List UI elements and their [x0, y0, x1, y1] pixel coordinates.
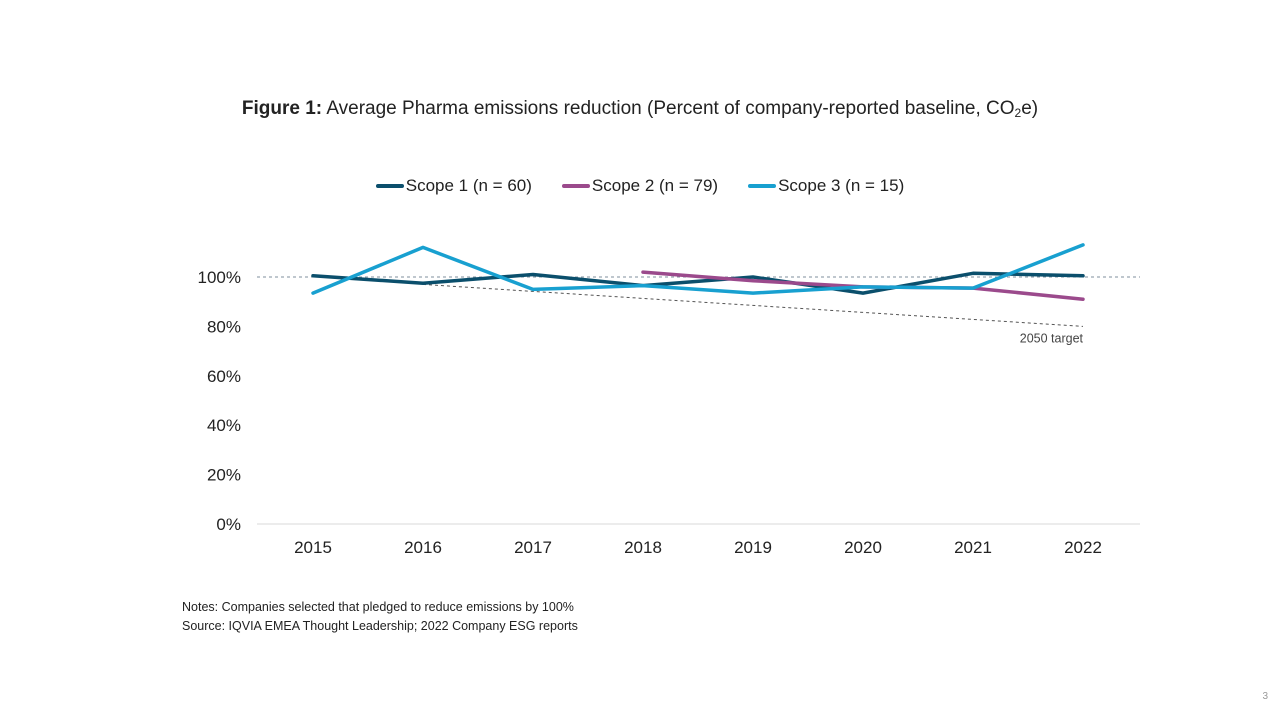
legend-label-scope3: Scope 3 (n = 15): [778, 176, 905, 195]
series-line-scope3: [311, 243, 1085, 295]
x-tick-label: 2022: [1064, 538, 1102, 557]
x-tick-label: 2018: [624, 538, 662, 557]
legend-swatch-scope1: [375, 184, 404, 188]
chart-title: Figure 1: Average Pharma emissions reduc…: [0, 98, 1280, 120]
y-tick-label: 40%: [207, 416, 241, 435]
legend-swatch-scope3: [748, 184, 777, 188]
target-line: [422, 283, 1084, 327]
chart-notes: Notes: Companies selected that pledged t…: [182, 598, 578, 636]
y-tick-label: 100%: [198, 268, 241, 287]
title-end: e): [1021, 98, 1039, 119]
page-number: 3: [1262, 691, 1268, 702]
source-line: Source: IQVIA EMEA Thought Leadership; 2…: [182, 619, 578, 633]
chart-legend: Scope 1 (n = 60) Scope 2 (n = 79) Scope …: [0, 176, 1280, 196]
legend-label-scope1: Scope 1 (n = 60): [405, 176, 532, 195]
title-bold: Figure 1:: [241, 98, 323, 119]
x-tick-label: 2019: [734, 538, 772, 557]
y-tick-label: 0%: [216, 515, 241, 534]
x-tick-label: 2021: [954, 538, 992, 557]
notes-line: Notes: Companies selected that pledged t…: [182, 600, 574, 614]
legend-item-scope3: Scope 3 (n = 15): [748, 176, 904, 196]
y-tick-label: 20%: [207, 466, 241, 485]
y-tick-label: 80%: [207, 317, 241, 336]
legend-item-scope1: Scope 1 (n = 60): [375, 176, 532, 196]
x-tick-label: 2017: [514, 538, 552, 557]
x-tick-label: 2016: [404, 538, 442, 557]
legend-item-scope2: Scope 2 (n = 79): [561, 176, 719, 196]
x-tick-label: 2020: [844, 538, 882, 557]
title-main: Average Pharma emissions reduction (Perc…: [326, 98, 1015, 119]
y-tick-label: 60%: [207, 367, 241, 386]
legend-swatch-scope2: [561, 184, 590, 188]
target-annotation: 2050 target: [1020, 331, 1084, 345]
legend-label-scope2: Scope 2 (n = 79): [591, 176, 719, 195]
x-tick-label: 2015: [294, 538, 332, 557]
title-subscript: 2: [1014, 106, 1022, 120]
series-line-scope1: [311, 271, 1085, 295]
